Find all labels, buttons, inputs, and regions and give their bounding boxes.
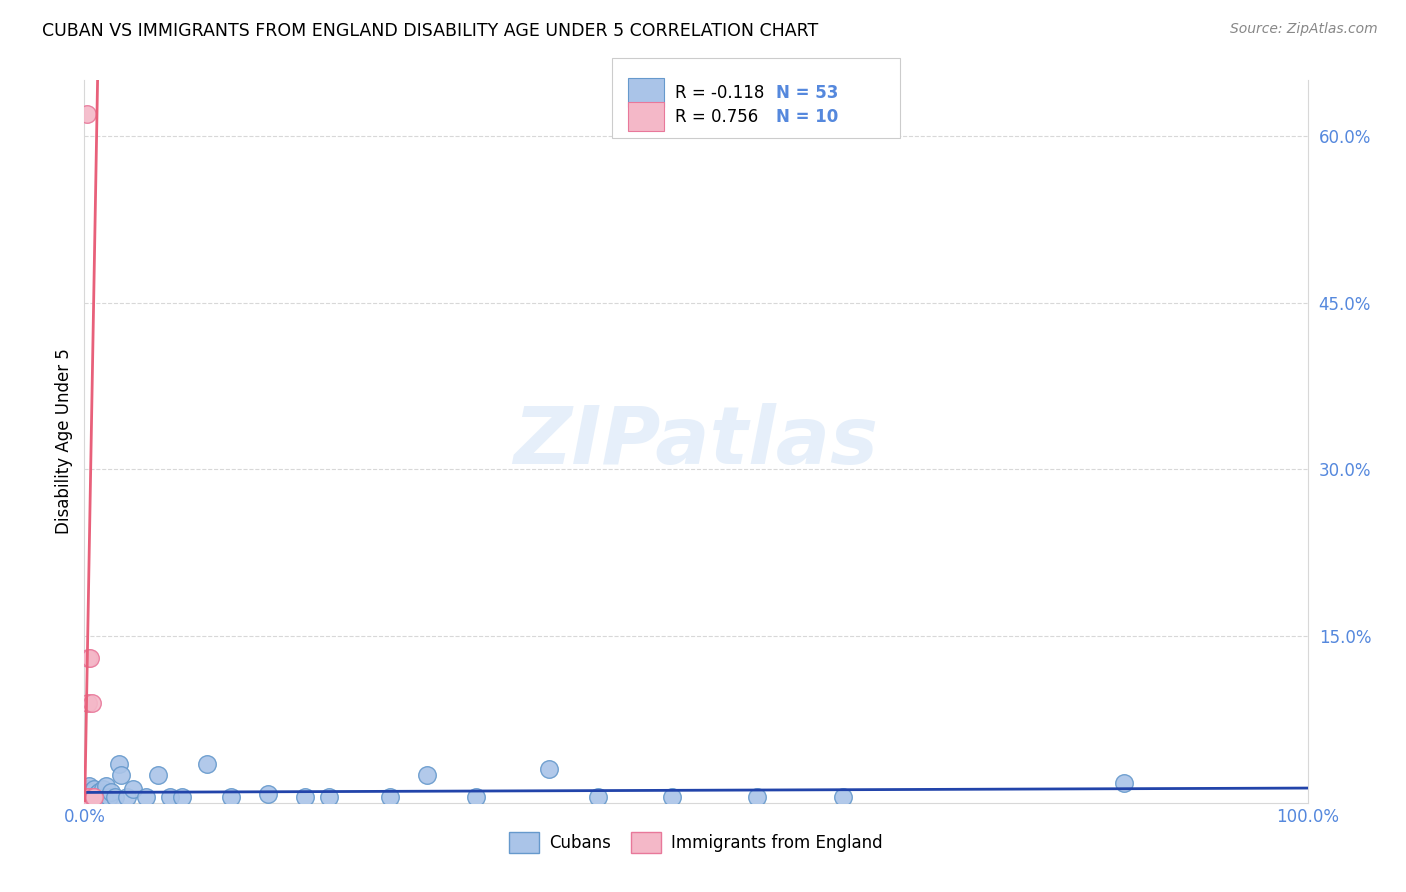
Point [77, 696, 100, 710]
Point [84, 790, 107, 805]
Point [93, 790, 115, 805]
Point [89, 790, 111, 805]
Point [82, 790, 104, 805]
Point [97, 790, 120, 805]
Point [77, 790, 100, 805]
Point [219, 790, 242, 805]
Point [661, 790, 683, 805]
Point [79, 788, 101, 802]
Point [79, 785, 101, 799]
Point [87, 790, 110, 805]
Point [86, 787, 108, 801]
Point [91, 782, 114, 797]
Point [586, 790, 609, 805]
Point [77, 787, 100, 801]
Point [75, 790, 97, 805]
Point [100, 785, 122, 799]
Point [257, 787, 280, 801]
Point [464, 790, 486, 805]
Text: Source: ZipAtlas.com: Source: ZipAtlas.com [1230, 22, 1378, 37]
Point [80, 787, 103, 801]
Point [146, 768, 169, 782]
Point [75, 790, 97, 805]
Point [77, 779, 100, 793]
Point [77, 790, 100, 805]
Text: N = 10: N = 10 [776, 108, 838, 126]
Point [172, 790, 194, 805]
Point [96, 779, 118, 793]
Point [831, 790, 853, 805]
Text: CUBAN VS IMMIGRANTS FROM ENGLAND DISABILITY AGE UNDER 5 CORRELATION CHART: CUBAN VS IMMIGRANTS FROM ENGLAND DISABIL… [42, 22, 818, 40]
Point [83, 790, 105, 805]
Text: R = 0.756: R = 0.756 [675, 108, 773, 126]
Point [77, 651, 100, 665]
Point [76, 790, 98, 805]
Point [76, 787, 98, 801]
Point [77, 788, 100, 802]
Point [76, 785, 98, 799]
Point [83, 782, 105, 797]
Point [159, 790, 181, 805]
Point [79, 790, 101, 805]
Point [76, 106, 98, 120]
Point [79, 651, 101, 665]
Point [318, 790, 340, 805]
Point [115, 790, 138, 805]
Point [110, 768, 132, 782]
Legend: Cubans, Immigrants from England: Cubans, Immigrants from England [502, 826, 890, 860]
Text: R = -0.118: R = -0.118 [675, 84, 780, 102]
Point [77, 782, 100, 797]
Point [1114, 776, 1136, 790]
Point [104, 790, 127, 805]
Point [135, 790, 157, 805]
Y-axis label: Disability Age Under 5: Disability Age Under 5 [55, 349, 73, 534]
Point [122, 782, 145, 797]
Point [83, 790, 105, 805]
Point [747, 790, 769, 805]
Point [82, 785, 104, 799]
Point [87, 785, 110, 799]
Point [77, 790, 100, 805]
Point [538, 763, 561, 777]
Point [82, 790, 104, 805]
Point [380, 790, 402, 805]
Point [195, 756, 218, 771]
Point [416, 768, 439, 782]
Text: N = 53: N = 53 [776, 84, 838, 102]
Point [294, 790, 316, 805]
Point [107, 756, 129, 771]
Point [73, 790, 96, 805]
Point [80, 696, 103, 710]
Point [80, 790, 103, 805]
Point [77, 789, 100, 804]
Text: ZIPatlas: ZIPatlas [513, 402, 879, 481]
